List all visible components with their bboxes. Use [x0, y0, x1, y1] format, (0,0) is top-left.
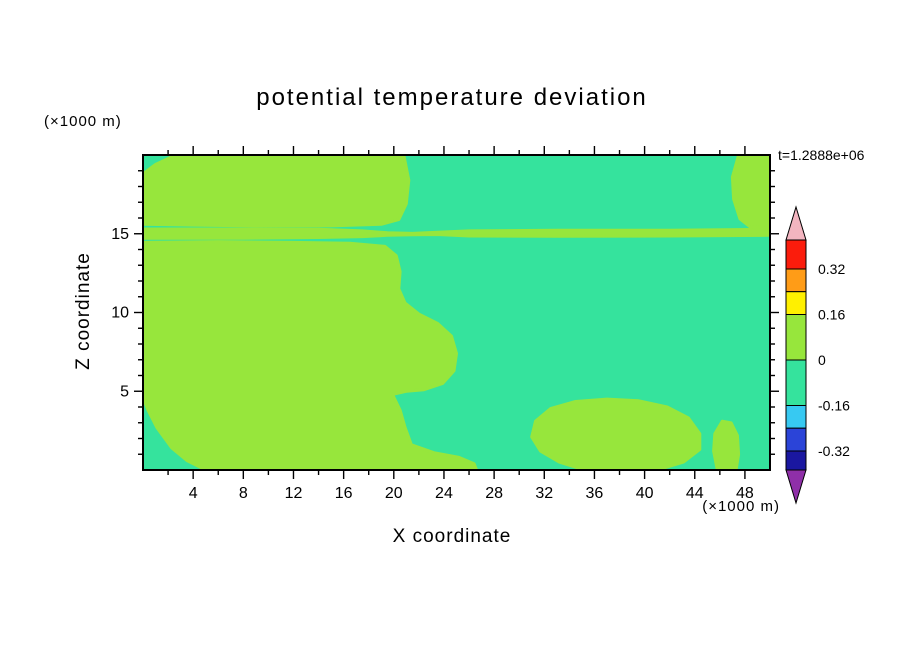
- region-upper-right-corner: [730, 155, 770, 230]
- y-axis-title: Z coordinate: [73, 252, 94, 370]
- colorbar-label: 0.16: [818, 307, 845, 323]
- x-tick-label: 4: [189, 485, 198, 502]
- x-tick-label: 40: [636, 485, 654, 502]
- colorbar: 0.32 0.16 0 -0.16 -0.32: [780, 200, 904, 520]
- colorbar-top-arrow: [785, 205, 807, 241]
- colorbar-segment: [785, 427, 807, 452]
- x-tick-label: 28: [485, 485, 503, 502]
- y-tick-label: 15: [111, 226, 129, 243]
- contour-fills: [143, 155, 770, 470]
- colorbar-label: 0: [818, 352, 826, 368]
- colorbar-segment: [785, 405, 807, 429]
- colorbar-segment: [785, 268, 807, 293]
- x-axis-title: X coordinate: [392, 526, 512, 547]
- x-tick-label: 32: [535, 485, 553, 502]
- region-main-left-blob: [143, 240, 479, 470]
- colorbar-svg: 0.32 0.16 0 -0.16 -0.32: [785, 205, 850, 505]
- x-tick-label: 20: [385, 485, 403, 502]
- y-tick-label: 5: [120, 383, 129, 400]
- x-tick-label: 16: [335, 485, 353, 502]
- chart-title: potential temperature deviation: [256, 84, 648, 111]
- x-axis-unit-label: (×1000 m): [702, 498, 780, 515]
- colorbar-label: -0.32: [818, 443, 850, 459]
- x-tick-label: 8: [239, 485, 248, 502]
- region-upper-left-band: [143, 155, 411, 228]
- region-lower-dome: [530, 397, 702, 470]
- plot-area: 4 8 12 16 20 24 28 32 36 40 44 48 5 10 15: [93, 141, 813, 521]
- x-tick-label: 44: [686, 485, 704, 502]
- region-inversion-line: [143, 227, 770, 240]
- colorbar-label: -0.16: [818, 398, 850, 414]
- x-tick-label: 12: [285, 485, 303, 502]
- y-axis-unit-label: (×1000 m): [44, 113, 122, 130]
- timestamp-label: t=1.2888e+06: [778, 147, 865, 163]
- x-tick-label: 36: [586, 485, 604, 502]
- y-tick-label: 10: [111, 305, 129, 322]
- colorbar-segment: [785, 314, 807, 361]
- colorbar-bottom-arrow: [785, 469, 807, 505]
- colorbar-segment: [785, 239, 807, 270]
- colorbar-segment: [785, 450, 807, 471]
- axis-ticks: [134, 146, 779, 479]
- colorbar-segment: [785, 291, 807, 315]
- colorbar-segment: [785, 359, 807, 406]
- x-tick-label: 48: [736, 485, 754, 502]
- x-tick-label: 24: [435, 485, 453, 502]
- region-lower-right-bump: [712, 419, 741, 470]
- colorbar-label: 0.32: [818, 261, 845, 277]
